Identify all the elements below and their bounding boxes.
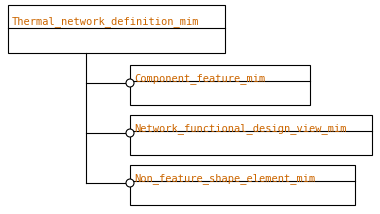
Circle shape — [126, 79, 134, 87]
Text: Thermal_network_definition_mim: Thermal_network_definition_mim — [12, 16, 200, 27]
Text: Component_feature_mim: Component_feature_mim — [134, 73, 265, 84]
Bar — [130, 165, 355, 205]
Bar — [8, 5, 225, 53]
Bar — [130, 65, 310, 105]
Circle shape — [126, 129, 134, 137]
Circle shape — [126, 179, 134, 187]
Text: Network_functional_design_view_mim: Network_functional_design_view_mim — [134, 123, 347, 134]
Bar — [130, 115, 372, 155]
Text: Non_feature_shape_element_mim: Non_feature_shape_element_mim — [134, 173, 315, 184]
